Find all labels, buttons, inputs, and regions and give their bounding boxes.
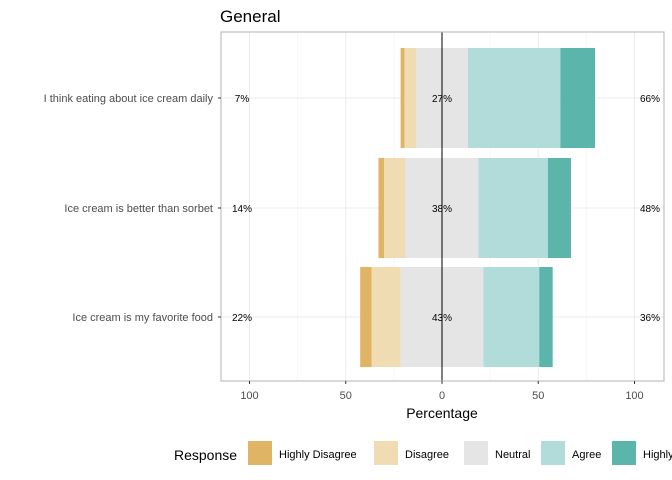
legend-title: Response — [174, 447, 237, 463]
legend-key-agree — [541, 441, 565, 465]
legend-label: Highly Agree — [643, 449, 672, 461]
center-percent-label: 27% — [432, 94, 452, 105]
y-axis-labels: I think eating about ice cream daily Ice … — [44, 93, 221, 324]
legend: Highly Disagree Disagree Neutral Agree Highl… — [248, 441, 672, 465]
legend-label: Agree — [572, 449, 601, 461]
left-percent-label: 14% — [232, 204, 252, 215]
x-tick-label: 100 — [625, 390, 643, 402]
bar-agree — [478, 158, 548, 258]
chart-title: General — [220, 7, 280, 26]
bar-highly-disagree — [378, 158, 385, 258]
x-axis-ticks: 100 50 0 50 100 — [240, 381, 644, 402]
left-percent-label: 22% — [232, 313, 252, 324]
x-tick-label: 50 — [532, 390, 544, 402]
x-tick-label: 100 — [240, 390, 258, 402]
y-tick-label: Ice cream is better than sorbet — [64, 203, 213, 215]
center-percent-label: 38% — [432, 204, 452, 215]
legend-key-highly-disagree — [248, 441, 272, 465]
bar-disagree — [384, 158, 406, 258]
legend-label: Disagree — [405, 449, 449, 461]
bar-disagree — [371, 267, 401, 367]
bar-highly-disagree — [400, 48, 405, 148]
bar-highly-agree — [560, 48, 596, 148]
left-percent-label: 7% — [235, 94, 250, 105]
legend-key-highly-agree — [612, 441, 636, 465]
x-tick-label: 50 — [340, 390, 352, 402]
bar-agree — [467, 48, 561, 148]
bar-highly-agree — [539, 267, 553, 367]
y-tick-label: I think eating about ice cream daily — [44, 93, 214, 105]
bar-highly-disagree — [360, 267, 372, 367]
right-percent-label: 36% — [640, 313, 660, 324]
legend-key-neutral — [464, 441, 488, 465]
y-tick-label: Ice cream is my favorite food — [72, 312, 213, 324]
bar-disagree — [404, 48, 417, 148]
bar-highly-agree — [547, 158, 571, 258]
legend-label: Highly Disagree — [279, 449, 357, 461]
right-percent-label: 66% — [640, 94, 660, 105]
x-axis-title: Percentage — [406, 405, 478, 421]
bar-agree — [483, 267, 540, 367]
right-percent-label: 48% — [640, 204, 660, 215]
percent-labels: 7% 27% 66% 14% 38% 48% 22% 43% 36% — [232, 94, 660, 324]
center-percent-label: 43% — [432, 313, 452, 324]
x-tick-label: 0 — [439, 390, 445, 402]
legend-label: Neutral — [495, 449, 530, 461]
legend-key-disagree — [374, 441, 398, 465]
